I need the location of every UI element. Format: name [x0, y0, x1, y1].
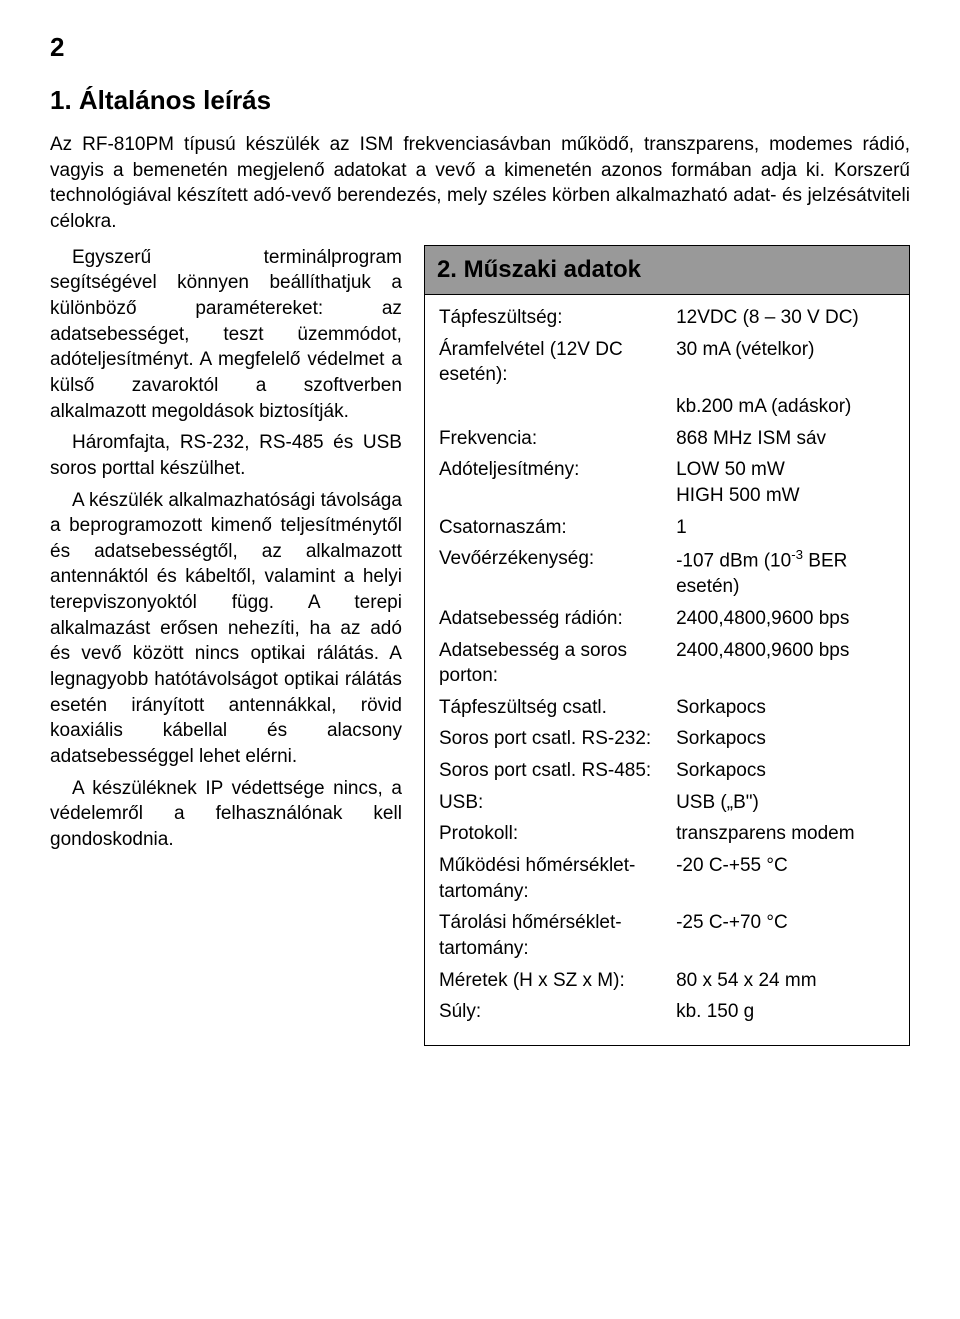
paragraph-3: A készülék alkalmazhatósági távolsága a …: [50, 488, 402, 770]
spec-value: 2400,4800,9600 bps: [676, 606, 895, 632]
spec-row: Súly:kb. 150 g: [439, 999, 895, 1025]
spec-row: Soros port csatl. RS-232:Sorkapocs: [439, 726, 895, 752]
two-column-layout: Egyszerű terminálprogram segítségével kö…: [50, 245, 910, 1046]
spec-row: kb.200 mA (adáskor): [439, 394, 895, 420]
spec-value: -20 C-+55 °C: [676, 853, 895, 904]
spec-value: Sorkapocs: [676, 758, 895, 784]
spec-row: Tápfeszültség:12VDC (8 – 30 V DC): [439, 305, 895, 331]
paragraph-4: A készüléknek IP védettsége nincs, a véd…: [50, 776, 402, 853]
spec-row: USB:USB („B"): [439, 790, 895, 816]
spec-label: Protokoll:: [439, 821, 676, 847]
spec-value: 1: [676, 515, 895, 541]
spec-label: [439, 394, 676, 420]
spec-label: Működési hőmérséklet-tartomány:: [439, 853, 676, 904]
spec-row: Adatsebesség a soros porton:2400,4800,96…: [439, 638, 895, 689]
spec-label: Adóteljesítmény:: [439, 457, 676, 508]
spec-value: Sorkapocs: [676, 695, 895, 721]
spec-label: Tárolási hőmérséklet-tartomány:: [439, 910, 676, 961]
spec-row: Adatsebesség rádión:2400,4800,9600 bps: [439, 606, 895, 632]
spec-value: LOW 50 mWHIGH 500 mW: [676, 457, 895, 508]
spec-value: Sorkapocs: [676, 726, 895, 752]
spec-row: Vevőérzékenység:-107 dBm (10-3 BER eseté…: [439, 546, 895, 600]
spec-value: 2400,4800,9600 bps: [676, 638, 895, 689]
spec-label: Frekvencia:: [439, 426, 676, 452]
spec-row: Tápfeszültség csatl.Sorkapocs: [439, 695, 895, 721]
spec-label: Méretek (H x SZ x M):: [439, 968, 676, 994]
spec-row: Adóteljesítmény:LOW 50 mWHIGH 500 mW: [439, 457, 895, 508]
section-1-intro: Az RF-810PM típusú készülék az ISM frekv…: [50, 132, 910, 235]
spec-label: Adatsebesség rádión:: [439, 606, 676, 632]
spec-row: Tárolási hőmérséklet-tartomány:-25 C-+70…: [439, 910, 895, 961]
spec-value: 30 mA (vételkor): [676, 337, 895, 388]
spec-table-body: Tápfeszültség:12VDC (8 – 30 V DC)Áramfel…: [425, 295, 909, 1045]
spec-value: kb.200 mA (adáskor): [676, 394, 895, 420]
spec-label: Vevőérzékenység:: [439, 546, 676, 600]
spec-row: Protokoll:transzparens modem: [439, 821, 895, 847]
spec-label: Tápfeszültség csatl.: [439, 695, 676, 721]
spec-label: Áramfelvétel (12V DC esetén):: [439, 337, 676, 388]
spec-value: USB („B"): [676, 790, 895, 816]
section-1-title: 1. Általános leírás: [50, 83, 910, 118]
page-number: 2: [50, 30, 910, 65]
spec-value: 12VDC (8 – 30 V DC): [676, 305, 895, 331]
spec-label: Soros port csatl. RS-232:: [439, 726, 676, 752]
spec-label: Tápfeszültség:: [439, 305, 676, 331]
spec-row: Működési hőmérséklet-tartomány:-20 C-+55…: [439, 853, 895, 904]
spec-table: 2. Műszaki adatok Tápfeszültség:12VDC (8…: [424, 245, 910, 1046]
spec-value: 80 x 54 x 24 mm: [676, 968, 895, 994]
spec-label: Csatornaszám:: [439, 515, 676, 541]
paragraph-2: Háromfajta, RS-232, RS-485 és USB soros …: [50, 430, 402, 481]
spec-table-header: 2. Műszaki adatok: [425, 246, 909, 295]
spec-label: Adatsebesség a soros porton:: [439, 638, 676, 689]
spec-row: Áramfelvétel (12V DC esetén):30 mA (véte…: [439, 337, 895, 388]
spec-value: kb. 150 g: [676, 999, 895, 1025]
spec-row: Méretek (H x SZ x M):80 x 54 x 24 mm: [439, 968, 895, 994]
spec-label: Súly:: [439, 999, 676, 1025]
spec-row: Frekvencia:868 MHz ISM sáv: [439, 426, 895, 452]
spec-value: -107 dBm (10-3 BER esetén): [676, 546, 895, 600]
spec-row: Csatornaszám:1: [439, 515, 895, 541]
spec-value: -25 C-+70 °C: [676, 910, 895, 961]
spec-value: 868 MHz ISM sáv: [676, 426, 895, 452]
paragraph-1: Egyszerű terminálprogram segítségével kö…: [50, 245, 402, 424]
spec-label: USB:: [439, 790, 676, 816]
spec-row: Soros port csatl. RS-485:Sorkapocs: [439, 758, 895, 784]
spec-value: transzparens modem: [676, 821, 895, 847]
spec-label: Soros port csatl. RS-485:: [439, 758, 676, 784]
left-column: Egyszerű terminálprogram segítségével kö…: [50, 245, 402, 859]
